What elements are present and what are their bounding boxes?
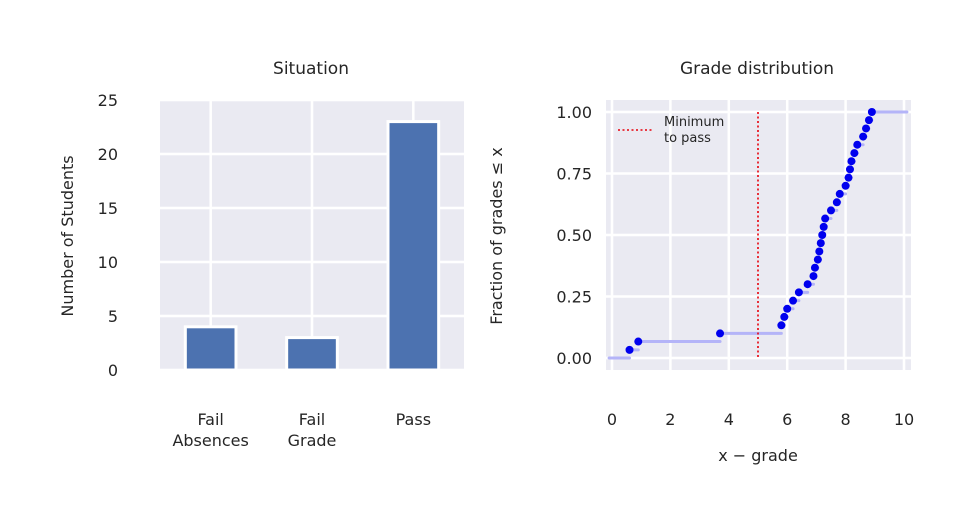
grade-x-tick-label: 10 xyxy=(894,410,914,429)
grade-point xyxy=(777,321,786,330)
situation-chart: 0 5 10 15 20 25 Fail Absences Fail Grade Pass Sit… xyxy=(58,59,464,450)
grade-y-tick-label: 0.00 xyxy=(556,349,592,368)
grade-point xyxy=(634,337,643,346)
grade-point xyxy=(716,329,725,338)
grade-point xyxy=(853,140,862,149)
grade-point xyxy=(783,304,792,313)
situation-y-tick-label: 25 xyxy=(98,91,118,110)
grade-y-ticks: 0.00 0.25 0.50 0.75 1.00 xyxy=(556,103,592,368)
grade-x-ticks: 0 2 4 6 8 10 xyxy=(607,410,914,429)
grade-point xyxy=(780,312,789,321)
grade-x-tick-label: 0 xyxy=(607,410,617,429)
situation-x-tick-label: Grade xyxy=(288,431,337,450)
grade-y-tick-label: 0.50 xyxy=(556,226,592,245)
grade-point xyxy=(815,247,824,256)
grade-x-tick-label: 6 xyxy=(782,410,792,429)
grade-point xyxy=(819,222,828,231)
grade-point xyxy=(625,345,634,354)
grade-point xyxy=(818,231,827,239)
grade-point xyxy=(794,288,803,297)
legend-label-line2: to pass xyxy=(664,131,711,146)
situation-bar xyxy=(386,120,441,372)
situation-x-tick-label: Pass xyxy=(396,410,431,429)
grade-point xyxy=(859,132,868,141)
grade-x-tick-label: 4 xyxy=(724,410,734,429)
grade-y-label: Fraction of grades ≤ x xyxy=(487,147,506,324)
grade-point xyxy=(845,165,854,174)
grade-point xyxy=(867,108,876,116)
grade-legend: Minimum to pass xyxy=(618,115,724,146)
grade-x-tick-label: 2 xyxy=(665,410,675,429)
situation-y-tick-label: 5 xyxy=(108,307,118,326)
situation-y-tick-label: 20 xyxy=(98,145,118,164)
grade-point xyxy=(862,124,871,133)
situation-y-ticks: 0 5 10 15 20 25 xyxy=(98,91,118,380)
grade-points xyxy=(625,108,876,354)
grade-point xyxy=(789,296,798,305)
situation-x-ticks: Fail Absences Fail Grade Pass xyxy=(172,410,431,450)
grade-x-tick-label: 8 xyxy=(841,410,851,429)
grade-title: Grade distribution xyxy=(680,59,834,79)
grade-point xyxy=(841,181,850,190)
grade-y-tick-label: 0.75 xyxy=(556,165,592,184)
grade-point xyxy=(847,157,856,166)
situation-x-tick-label: Absences xyxy=(172,431,248,450)
grade-y-tick-label: 0.25 xyxy=(556,288,592,307)
situation-y-tick-label: 15 xyxy=(98,199,118,218)
situation-title: Situation xyxy=(273,59,349,79)
grade-point xyxy=(821,214,830,223)
grade-x-label: x − grade xyxy=(718,446,798,465)
grade-point xyxy=(816,239,825,248)
grade-y-tick-label: 1.00 xyxy=(556,103,592,122)
situation-y-tick-label: 10 xyxy=(98,253,118,272)
situation-bar xyxy=(285,336,339,372)
grade-point xyxy=(803,280,812,289)
grade-point xyxy=(809,272,818,281)
grade-distribution-chart: 0.00 0.25 0.50 0.75 1.00 0 2 4 6 8 10 Minimum to … xyxy=(487,59,914,465)
grade-point xyxy=(844,173,853,182)
grade-point xyxy=(810,263,819,272)
grade-point xyxy=(864,116,873,125)
situation-y-label: Number of Students xyxy=(58,155,77,316)
grade-point xyxy=(813,255,822,264)
situation-bars xyxy=(183,120,441,372)
grade-point xyxy=(835,189,844,198)
grade-point xyxy=(827,206,835,215)
grade-point xyxy=(850,149,859,158)
situation-x-tick-label: Fail xyxy=(299,410,325,429)
grade-point xyxy=(832,198,841,207)
legend-label-line1: Minimum xyxy=(664,115,724,130)
situation-x-tick-label: Fail xyxy=(197,410,223,429)
situation-bar xyxy=(183,325,238,372)
situation-y-tick-label: 0 xyxy=(108,361,118,380)
